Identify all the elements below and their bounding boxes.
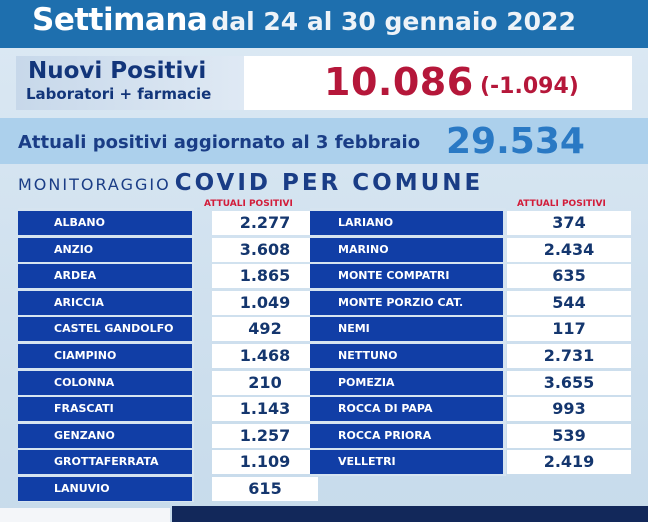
attuali-positivi-count: 1.865	[212, 264, 318, 288]
comune-name: LANUVIO	[18, 477, 192, 501]
header-band	[0, 0, 648, 48]
left-column-header: ATTUALI POSITIVI	[204, 199, 293, 209]
comune-name: MONTE PORZIO CAT.	[310, 291, 503, 315]
comune-name: LARIANO	[310, 211, 503, 235]
week-title-dates: dal 24 al 30 gennaio 2022	[211, 7, 576, 36]
nuovi-positivi-label-area: Nuovi Positivi Laboratori + farmacie	[16, 56, 244, 110]
attuali-positivi-count: 2.731	[507, 344, 631, 368]
attuali-positivi-count: 210	[212, 371, 318, 395]
attuali-positivi-count: 1.049	[212, 291, 318, 315]
attuali-positivi-count: 993	[507, 397, 631, 421]
comune-name: ALBANO	[18, 211, 192, 235]
week-title: Settimana dal 24 al 30 gennaio 2022	[32, 2, 576, 38]
monitoraggio-label: MONITORAGGIO	[18, 175, 171, 194]
footer-left-strip	[0, 508, 170, 522]
nuovi-positivi-title: Nuovi Positivi	[28, 58, 207, 84]
comune-name: MARINO	[310, 238, 503, 262]
comune-name: ARICCIA	[18, 291, 192, 315]
nuovi-positivi-value: 10.086	[324, 60, 474, 104]
comune-name: FRASCATI	[18, 397, 192, 421]
nuovi-positivi-box: Nuovi Positivi Laboratori + farmacie 10.…	[16, 56, 632, 110]
attuali-positivi-band: Attuali positivi aggiornato al 3 febbrai…	[0, 118, 648, 164]
comune-name: CASTEL GANDOLFO	[18, 317, 192, 341]
attuali-positivi-count: 1.468	[212, 344, 318, 368]
comune-name: ARDEA	[18, 264, 192, 288]
comune-name: VELLETRI	[310, 450, 503, 474]
attuali-positivi-count: 492	[212, 317, 318, 341]
attuali-positivi-count: 2.277	[212, 211, 318, 235]
comune-name: ANZIO	[18, 238, 192, 262]
comune-name: CIAMPINO	[18, 344, 192, 368]
attuali-positivi-count: 539	[507, 424, 631, 448]
comune-name: NETTUNO	[310, 344, 503, 368]
footer-dark-band	[172, 506, 648, 522]
nuovi-positivi-subtitle: Laboratori + farmacie	[26, 85, 212, 103]
attuali-positivi-count: 635	[507, 264, 631, 288]
attuali-positivi-label: Attuali positivi aggiornato al 3 febbrai…	[18, 132, 421, 153]
attuali-positivi-count: 1.257	[212, 424, 318, 448]
comune-name: POMEZIA	[310, 371, 503, 395]
attuali-positivi-count: 615	[212, 477, 318, 501]
comune-name: COLONNA	[18, 371, 192, 395]
right-column-header: ATTUALI POSITIVI	[517, 199, 606, 209]
comune-name: MONTE COMPATRI	[310, 264, 503, 288]
attuali-positivi-count: 117	[507, 317, 631, 341]
comune-name: GENZANO	[18, 424, 192, 448]
attuali-positivi-count: 544	[507, 291, 631, 315]
attuali-positivi-count: 3.608	[212, 238, 318, 262]
attuali-positivi-count: 2.434	[507, 238, 631, 262]
week-title-main: Settimana	[32, 2, 208, 38]
comune-name: GROTTAFERRATA	[18, 450, 192, 474]
attuali-positivi-count: 2.419	[507, 450, 631, 474]
covid-per-comune-label: COVID PER COMUNE	[174, 170, 484, 196]
attuali-positivi-count: 3.655	[507, 371, 631, 395]
attuali-positivi-count: 1.143	[212, 397, 318, 421]
monitoraggio-heading: MONITORAGGIO COVID PER COMUNE	[18, 170, 483, 196]
comune-name: ROCCA DI PAPA	[310, 397, 503, 421]
attuali-positivi-count: 374	[507, 211, 631, 235]
attuali-positivi-count: 1.109	[212, 450, 318, 474]
attuali-positivi-value: 29.534	[446, 121, 585, 162]
nuovi-positivi-delta: (-1.094)	[480, 74, 579, 99]
comune-name: NEMI	[310, 317, 503, 341]
comune-name: ROCCA PRIORA	[310, 424, 503, 448]
